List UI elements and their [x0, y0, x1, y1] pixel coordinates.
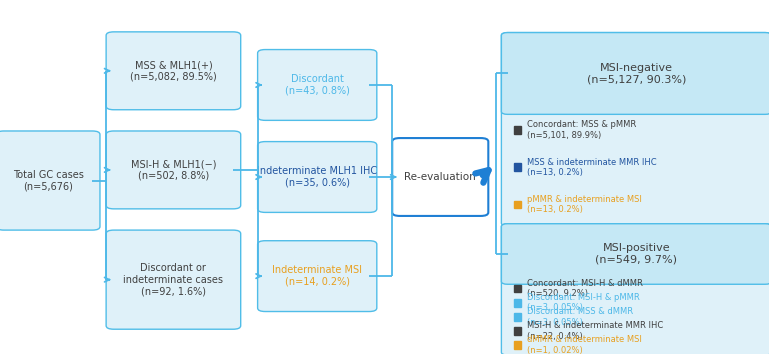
Bar	[514, 313, 521, 321]
Text: Discordant or
indeterminate cases
(n=92, 1.6%): Discordant or indeterminate cases (n=92,…	[123, 263, 224, 296]
Bar	[514, 327, 521, 335]
FancyBboxPatch shape	[501, 33, 769, 114]
Bar	[514, 285, 521, 292]
FancyBboxPatch shape	[106, 131, 241, 209]
Text: Concordant: MSI-H & dMMR
(n=520, 9.2%): Concordant: MSI-H & dMMR (n=520, 9.2%)	[527, 279, 643, 298]
Text: MSI-H & indeterminate MMR IHC
(n=22, 0.4%): MSI-H & indeterminate MMR IHC (n=22, 0.4…	[527, 321, 663, 341]
Text: pMMR & indeterminate MSI
(n=13, 0.2%): pMMR & indeterminate MSI (n=13, 0.2%)	[527, 195, 641, 214]
Bar	[514, 200, 521, 208]
Bar	[514, 341, 521, 349]
FancyBboxPatch shape	[392, 138, 488, 216]
Text: Indeterminate MSI
(n=14, 0.2%): Indeterminate MSI (n=14, 0.2%)	[272, 265, 362, 287]
Text: MSS & indeterminate MMR IHC
(n=13, 0.2%): MSS & indeterminate MMR IHC (n=13, 0.2%)	[527, 158, 657, 177]
FancyBboxPatch shape	[106, 230, 241, 329]
Text: Discordant: MSI-H & pMMR
(n=3, 0.05%): Discordant: MSI-H & pMMR (n=3, 0.05%)	[527, 293, 640, 312]
Text: Total GC cases
(n=5,676): Total GC cases (n=5,676)	[12, 170, 84, 192]
Text: Discordant: MSS & dMMR
(n=3, 0.05%): Discordant: MSS & dMMR (n=3, 0.05%)	[527, 307, 633, 326]
FancyBboxPatch shape	[258, 142, 377, 212]
Bar	[514, 163, 521, 171]
Text: Re-evaluation: Re-evaluation	[404, 172, 476, 182]
Bar	[514, 126, 521, 134]
Text: Discordant
(n=43, 0.8%): Discordant (n=43, 0.8%)	[285, 74, 350, 96]
Text: MSI-positive
(n=549, 9.7%): MSI-positive (n=549, 9.7%)	[595, 243, 677, 265]
FancyBboxPatch shape	[258, 241, 377, 312]
FancyBboxPatch shape	[501, 33, 769, 226]
Bar	[514, 299, 521, 307]
Text: Indeterminate MLH1 IHC
(n=35, 0.6%): Indeterminate MLH1 IHC (n=35, 0.6%)	[257, 166, 378, 188]
FancyBboxPatch shape	[106, 32, 241, 110]
Text: MSI-negative
(n=5,127, 90.3%): MSI-negative (n=5,127, 90.3%)	[587, 63, 686, 84]
FancyBboxPatch shape	[501, 224, 769, 354]
FancyBboxPatch shape	[501, 224, 769, 284]
Text: Concordant: MSS & pMMR
(n=5,101, 89.9%): Concordant: MSS & pMMR (n=5,101, 89.9%)	[527, 120, 636, 140]
Text: dMMR & indeterminate MSI
(n=1, 0.02%): dMMR & indeterminate MSI (n=1, 0.02%)	[527, 336, 641, 354]
FancyBboxPatch shape	[0, 131, 100, 230]
FancyBboxPatch shape	[258, 50, 377, 120]
Text: MSI-H & MLH1(−)
(n=502, 8.8%): MSI-H & MLH1(−) (n=502, 8.8%)	[131, 159, 216, 181]
Text: MSS & MLH1(+)
(n=5,082, 89.5%): MSS & MLH1(+) (n=5,082, 89.5%)	[130, 60, 217, 82]
